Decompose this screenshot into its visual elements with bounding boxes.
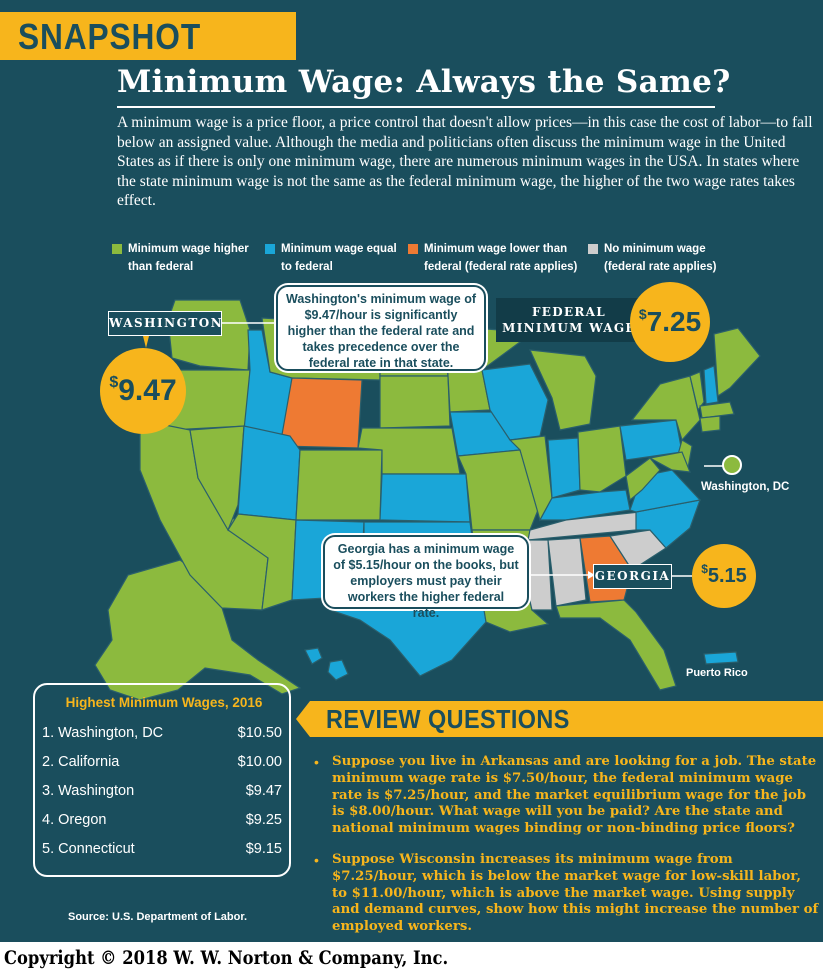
legend-item-higher: Minimum wage higher than federal — [112, 240, 249, 276]
federal-minimum-label: FEDERAL MINIMUM WAGE — [496, 298, 642, 342]
review-question: • Suppose you live in Arkansas and are l… — [314, 754, 819, 838]
currency-symbol: $ — [109, 374, 119, 391]
legend-swatch-blue — [265, 244, 275, 254]
list-item: 4. Oregon $9.25 — [42, 812, 282, 834]
territory-puerto-rico — [703, 651, 739, 665]
state-name: 2. California — [42, 754, 120, 770]
state-florida — [555, 599, 677, 691]
state-michigan — [529, 349, 597, 431]
legend-label: (federal rate applies) — [604, 261, 717, 273]
source-note: Source: U.S. Department of Labor. — [68, 911, 248, 923]
currency-symbol: $ — [701, 562, 708, 576]
wage-amount: 5.15 — [707, 564, 747, 587]
page-title: Minimum Wage: Always the Same? — [117, 64, 731, 100]
wage-value: $9.47 — [245, 783, 282, 799]
legend-item-equal: Minimum wage equal to federal — [265, 240, 397, 276]
state-new-hampshire — [703, 365, 719, 405]
state-west-virginia — [625, 457, 661, 502]
state-south-dakota — [379, 375, 451, 429]
state-name: 5. Connecticut — [42, 841, 135, 857]
wage-value: $10.50 — [237, 725, 282, 741]
banner-label: SNAPSHOT — [18, 16, 202, 57]
legend-label: than federal — [128, 261, 194, 273]
state-wyoming — [279, 377, 363, 449]
intro-paragraph: A minimum wage is a price floor, a price… — [117, 114, 813, 209]
state-maryland — [648, 451, 691, 473]
question-text: Suppose Wisconsin increases its minimum … — [332, 852, 819, 935]
state-utah — [237, 425, 301, 521]
washington-tag: WASHINGTON — [108, 311, 222, 336]
legend-label: Minimum wage higher — [128, 243, 249, 255]
legend-label: Minimum wage equal — [281, 243, 397, 255]
question-text: Suppose you live in Arkansas and are loo… — [332, 754, 817, 837]
wage-value: $9.15 — [245, 841, 282, 857]
review-banner-notch — [296, 701, 310, 737]
list-item: 3. Washington $9.47 — [42, 783, 282, 805]
state-name: 4. Oregon — [42, 812, 107, 828]
state-alaska — [94, 559, 302, 700]
legend-swatch-green — [112, 244, 122, 254]
state-vermont — [689, 371, 705, 412]
review-title: REVIEW QUESTIONS — [326, 704, 570, 734]
state-colorado — [295, 449, 383, 521]
list-item: 5. Connecticut $9.15 — [42, 841, 282, 863]
dc-marker — [722, 455, 742, 475]
review-question: • Suppose Wisconsin increases its minimu… — [314, 852, 819, 936]
wage-value: $9.25 — [245, 812, 282, 828]
state-name: 3. Washington — [42, 783, 135, 799]
legend-label: Minimum wage lower than — [424, 243, 568, 255]
state-massachusetts — [699, 401, 735, 419]
legend-item-none: No minimum wage (federal rate applies) — [588, 240, 716, 276]
state-nevada — [189, 425, 245, 532]
bullet-icon: • — [314, 754, 319, 770]
washington-callout: Washington's minimum wage of $9.47/hour … — [276, 285, 486, 371]
currency-symbol: $ — [638, 306, 647, 322]
list-item: 1. Washington, DC $10.50 — [42, 725, 282, 747]
georgia-wage-badge: $ 5.15 — [692, 544, 756, 608]
wage-amount: 7.25 — [646, 306, 702, 337]
puerto-rico-label: Puerto Rico — [686, 667, 748, 679]
infographic-panel: SNAPSHOT Minimum Wage: Always the Same? … — [0, 0, 823, 942]
state-maine — [713, 327, 761, 398]
georgia-callout: Georgia has a minimum wage of $5.15/hour… — [323, 535, 529, 620]
federal-wage-badge: $ 7.25 — [630, 282, 710, 362]
wage-value: $10.00 — [237, 754, 282, 770]
copyright-notice: Copyright © 2018 W. W. Norton & Company,… — [4, 947, 449, 969]
legend-label: No minimum wage — [604, 243, 706, 255]
legend-swatch-gray — [588, 244, 598, 254]
title-divider — [117, 106, 715, 108]
list-item: 2. California $10.00 — [42, 754, 282, 776]
state-connecticut — [699, 415, 721, 433]
georgia-tag: GEORGIA — [593, 564, 672, 589]
wage-amount: 9.47 — [118, 374, 177, 407]
washington-wage-badge: $ 9.47 — [100, 348, 186, 434]
dc-label: Washington, DC — [701, 481, 790, 493]
legend-swatch-orange — [408, 244, 418, 254]
legend-label: to federal — [281, 261, 333, 273]
state-indiana — [547, 437, 581, 499]
legend-item-lower: Minimum wage lower than federal (federal … — [408, 240, 577, 276]
highest-wages-title: Highest Minimum Wages, 2016 — [65, 695, 263, 710]
bullet-icon: • — [314, 852, 319, 868]
state-hawaii — [304, 647, 349, 681]
state-alabama — [547, 537, 587, 607]
state-name: 1. Washington, DC — [42, 725, 164, 741]
legend-label: federal (federal rate applies) — [424, 261, 578, 273]
state-kansas — [379, 473, 471, 523]
highest-wages-box: Highest Minimum Wages, 2016 1. Washingto… — [33, 683, 291, 877]
snapshot-banner: SNAPSHOT — [0, 12, 296, 60]
state-ohio — [577, 425, 627, 493]
review-banner — [310, 701, 823, 737]
